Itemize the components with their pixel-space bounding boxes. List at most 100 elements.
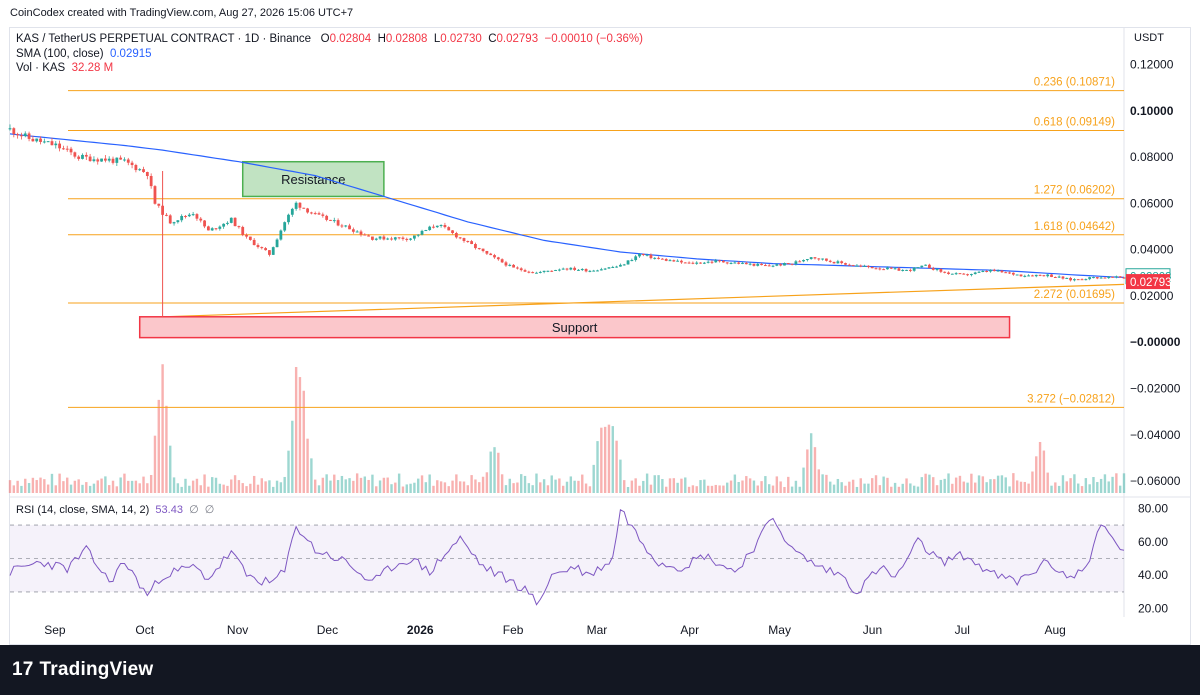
candle-body: [191, 214, 195, 216]
volume-bar: [310, 458, 313, 493]
volume-bar: [962, 481, 965, 493]
volume-bar: [336, 480, 340, 493]
candle-body: [954, 273, 958, 275]
candle-body: [550, 270, 554, 272]
volume-row[interactable]: Vol · KAS 32.28 M: [16, 61, 643, 76]
candle-body: [165, 214, 168, 216]
chart-caption: CoinCodex created with TradingView.com, …: [10, 7, 354, 19]
candle-body: [50, 141, 54, 146]
volume-bar: [775, 476, 779, 493]
volume-bar: [890, 486, 893, 493]
time-tick-label: Aug: [1044, 623, 1065, 637]
sma-row[interactable]: SMA (100, close) 0.02915: [16, 47, 643, 62]
candle-body: [752, 263, 756, 266]
candle-body: [645, 254, 649, 256]
candle-body: [294, 202, 298, 209]
candle-body: [973, 272, 977, 275]
candle-body: [607, 267, 611, 269]
volume-bar: [523, 475, 527, 493]
volume-bar: [321, 477, 325, 493]
volume-bar: [638, 485, 641, 493]
volume-bar: [607, 424, 611, 493]
candle-body: [741, 262, 744, 264]
candle-body: [65, 148, 69, 150]
volume-bar: [1057, 485, 1061, 493]
volume-bar: [825, 474, 828, 493]
candle-body: [371, 236, 374, 240]
volume-bar: [676, 482, 679, 493]
volume-bar: [897, 486, 901, 493]
volume-bar: [344, 479, 347, 493]
candle-body: [920, 265, 924, 268]
volume-bar: [35, 480, 38, 493]
chart-canvas[interactable]: 0.236 (0.10871) 0.618 (0.09149) 1.272 (0.0…: [0, 0, 1200, 645]
candle-body: [172, 222, 176, 224]
volume-bar: [317, 485, 321, 493]
candle-body: [817, 258, 821, 260]
volume-bar: [62, 481, 65, 493]
candle-body: [1107, 276, 1111, 279]
volume-bar: [222, 484, 225, 493]
candle-body: [233, 217, 237, 227]
volume-bar: [352, 480, 355, 493]
volume-bar: [12, 485, 16, 493]
volume-bar: [1008, 486, 1011, 493]
rsi-legend[interactable]: RSI (14, close, SMA, 14, 2) 53.43 ∅ ∅: [16, 503, 214, 516]
candle-body: [222, 223, 226, 227]
rsi-tick-label: 60.00: [1138, 535, 1168, 549]
candle-body: [62, 148, 65, 150]
candle-body: [1046, 274, 1050, 277]
volume-bar: [920, 477, 924, 493]
fib-level-label: 0.618 (0.09149): [1034, 116, 1115, 128]
candle-body: [763, 265, 767, 267]
volume-bar: [275, 480, 279, 493]
volume-bar: [497, 452, 500, 493]
candle-body: [756, 263, 760, 266]
zones: Resistance Support: [138, 160, 1011, 339]
volume-bar: [958, 475, 962, 493]
candle-body: [252, 239, 256, 246]
candle-body: [229, 217, 233, 223]
candle-body: [290, 208, 294, 215]
candle-body: [901, 269, 905, 271]
tradingview-logo[interactable]: 17 TradingView: [12, 659, 153, 681]
candle-body: [508, 264, 512, 266]
candle-body: [210, 228, 214, 231]
candle-body: [420, 230, 424, 235]
candle-body: [649, 254, 653, 259]
price-tick-label: −0.02000: [1130, 382, 1181, 396]
high-label: H: [377, 33, 386, 45]
candle-body: [283, 222, 287, 231]
volume-bar: [512, 483, 515, 493]
volume-bar: [760, 481, 763, 493]
candle-body: [264, 248, 268, 251]
candle-body: [527, 271, 531, 273]
volume-bar: [935, 485, 939, 493]
time-tick-label: Sep: [44, 623, 66, 637]
volume-bar: [947, 473, 950, 493]
candle-body: [599, 269, 603, 271]
candle-body: [611, 267, 615, 269]
candle-body: [828, 260, 832, 262]
currency-label[interactable]: USDT: [1134, 32, 1164, 44]
volume-bar: [481, 476, 485, 493]
volume-bar: [691, 485, 695, 493]
candle-body: [1042, 275, 1046, 277]
volume-bar: [706, 485, 710, 493]
candle-body: [1057, 276, 1061, 278]
volume-bar: [245, 486, 248, 493]
candle-body: [851, 265, 855, 267]
volume-bar: [1122, 473, 1126, 493]
volume-bar: [237, 480, 241, 493]
candle-body: [248, 236, 252, 240]
candle-body: [439, 224, 443, 226]
candle-body: [42, 141, 46, 143]
volume-bar: [1073, 474, 1076, 493]
volume-value: 32.28 M: [71, 62, 114, 74]
candle-body: [31, 138, 35, 142]
volume-bar: [386, 477, 389, 493]
candle-body: [798, 261, 802, 263]
chart-frame[interactable]: [9, 27, 1191, 645]
volume-bar: [333, 474, 336, 493]
candle-body: [538, 271, 542, 273]
